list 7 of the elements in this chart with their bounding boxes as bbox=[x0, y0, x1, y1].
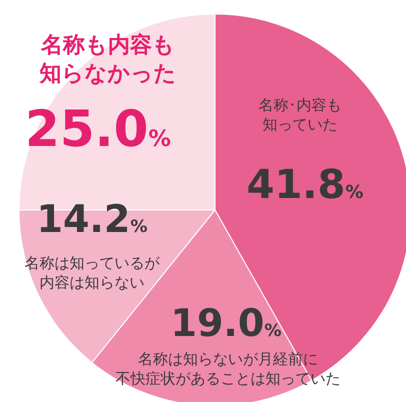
slice-label: 名称も内容も知らなかった bbox=[38, 32, 176, 87]
data-label: 14.2% bbox=[36, 197, 148, 241]
slice-label: 名称･内容も知っていた bbox=[258, 96, 342, 134]
data-label: 25.0% bbox=[25, 100, 171, 158]
data-label: 19.0% bbox=[170, 301, 282, 345]
data-label: 41.8% bbox=[246, 162, 364, 208]
slice-label: 名称は知っているが内容は知らない bbox=[24, 254, 160, 292]
